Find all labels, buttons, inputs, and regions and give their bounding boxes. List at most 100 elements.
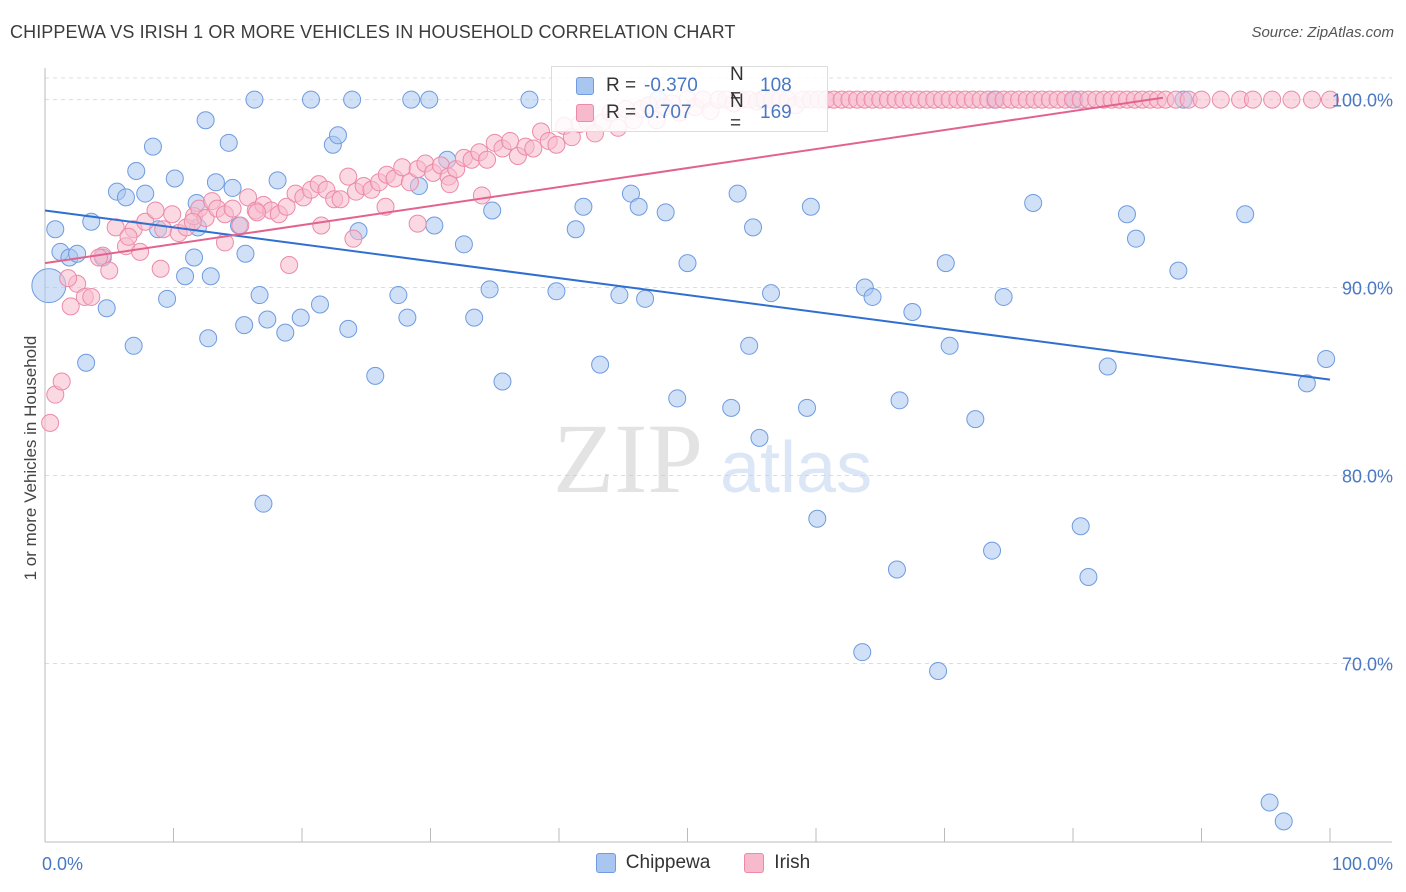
chippewa-point — [929, 661, 948, 680]
irish-point — [146, 201, 165, 220]
chippewa-point — [903, 302, 922, 321]
chippewa-point — [158, 289, 177, 308]
chippewa-point — [1274, 812, 1293, 831]
chippewa-point — [185, 248, 204, 267]
chippewa-point — [97, 299, 116, 318]
irish-point — [223, 199, 242, 218]
irish-point — [344, 229, 363, 248]
chippewa-point — [389, 286, 408, 305]
irish-point — [231, 216, 250, 235]
legend-row-irish: R = 0.707 N = 169 — [576, 91, 792, 134]
y-tick-label: 70.0% — [1342, 654, 1393, 674]
chippewa-point — [328, 126, 347, 145]
chippewa-point — [366, 366, 385, 385]
chippewa-point — [199, 329, 218, 348]
chippewa-point — [454, 235, 473, 254]
chippewa-point — [1117, 205, 1136, 224]
irish-point — [1243, 90, 1262, 109]
chippewa-point — [176, 267, 195, 286]
irish-point — [183, 212, 202, 231]
chart-title: CHIPPEWA VS IRISH 1 OR MORE VEHICLES IN … — [10, 22, 736, 42]
chippewa-point — [276, 323, 295, 342]
chippewa-point — [165, 169, 184, 188]
chippewa-point — [940, 336, 959, 355]
series-legend-label: Irish — [774, 852, 811, 873]
chippewa-point — [339, 319, 358, 338]
irish-point — [41, 413, 60, 432]
chippewa-point — [254, 494, 273, 513]
legend-swatch-chippewa — [576, 77, 594, 95]
irish-point — [163, 205, 182, 224]
chippewa-point — [235, 316, 254, 335]
chippewa-point — [310, 295, 329, 314]
chippewa-point — [124, 336, 143, 355]
chippewa-point — [219, 133, 238, 152]
irish-point — [339, 167, 358, 186]
series-legend-irish[interactable]: Irish — [744, 852, 810, 874]
chippewa-point — [621, 184, 640, 203]
irish-point — [151, 259, 170, 278]
chippewa-point — [480, 280, 499, 299]
chippewa-point — [206, 173, 225, 192]
irish-point — [547, 135, 566, 154]
y-tick-label: 100.0% — [1332, 91, 1393, 111]
chippewa-point — [425, 216, 444, 235]
chippewa-point — [143, 137, 162, 156]
irish-point — [312, 216, 331, 235]
chippewa-point — [1079, 567, 1098, 586]
irish-point — [277, 197, 296, 216]
chippewa-point — [801, 197, 820, 216]
chippewa-point — [636, 289, 655, 308]
irish-point — [501, 131, 520, 150]
chippewa-point — [668, 389, 687, 408]
chippewa-point — [574, 197, 593, 216]
chippewa-point — [520, 90, 539, 109]
irish-point — [61, 297, 80, 316]
chippewa-point — [629, 197, 648, 216]
irish-point — [1263, 90, 1282, 109]
chippewa-point — [1236, 205, 1255, 224]
chippewa-point — [722, 398, 741, 417]
chippewa-point — [678, 254, 697, 273]
chippewa-point — [236, 244, 255, 263]
source-credit: Source: ZipAtlas.com — [1251, 24, 1394, 41]
series-legend-chippewa[interactable]: Chippewa — [595, 852, 710, 874]
chippewa-point — [127, 162, 146, 181]
watermark: ZIP atlas — [553, 403, 872, 514]
series-swatch-chippewa — [595, 853, 616, 873]
legend-swatch-irish — [576, 104, 594, 122]
irish-point — [82, 287, 101, 306]
irish-point — [1303, 90, 1322, 109]
y-tick-label: 80.0% — [1342, 466, 1393, 486]
chippewa-point — [201, 267, 220, 286]
chippewa-point — [116, 188, 135, 207]
trend-lines — [44, 96, 1331, 381]
irish-trend-line — [44, 96, 1164, 265]
chippewa-point — [1317, 349, 1336, 368]
legend-n-label: N = — [730, 91, 744, 134]
watermark-zip: ZIP — [553, 403, 703, 514]
irish-point — [1321, 90, 1339, 109]
chippewa-point — [728, 184, 747, 203]
chippewa-point — [1297, 374, 1316, 393]
legend-n-label: N = — [730, 64, 744, 107]
tick-labels: 100.0% 90.0% 80.0% 70.0% 0.0% 100.0% — [42, 91, 1393, 874]
chippewa-point — [1024, 193, 1043, 212]
chippewa-point — [762, 284, 781, 303]
chippewa-point — [966, 410, 985, 429]
chippewa-point — [223, 178, 242, 197]
chippewa-point — [936, 254, 955, 273]
irish-point — [280, 255, 299, 274]
chippewa-point — [250, 286, 269, 305]
grid-lines — [45, 77, 1392, 664]
legend-n-value: 108 — [760, 75, 792, 96]
chippewa-point — [465, 308, 484, 327]
chippewa-trend-line — [44, 209, 1331, 381]
chippewa-point — [343, 90, 362, 109]
series-legend: Chippewa Irish — [0, 852, 1406, 874]
chippewa-point — [983, 541, 1002, 560]
chippewa-point — [863, 287, 882, 306]
chippewa-point — [808, 509, 827, 528]
irish-point — [52, 372, 71, 391]
